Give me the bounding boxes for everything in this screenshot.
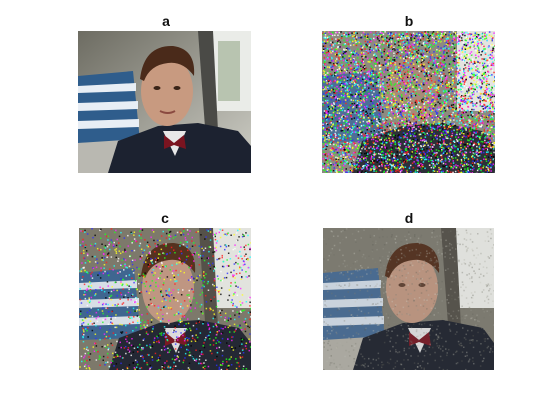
panel-image-d [323,228,494,370]
panel-title-d: d [404,210,414,226]
panel-title-c: c [161,210,169,226]
panel-image-a [78,31,251,173]
panel-image-c [79,228,251,370]
panel-title-b: b [404,13,414,29]
panel-title-a: a [162,13,170,29]
panel-image-b [322,31,495,173]
